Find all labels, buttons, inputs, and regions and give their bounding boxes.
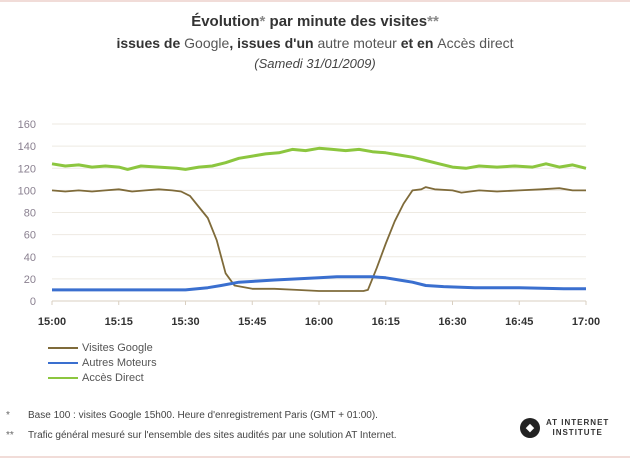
footnotes: * Base 100 : visites Google 15h00. Heure … xyxy=(6,405,397,445)
x-tick-label: 16:30 xyxy=(438,316,466,328)
legend-label: Accès Direct xyxy=(82,371,144,384)
x-tick-label: 17:00 xyxy=(572,316,600,328)
x-tick-label: 15:45 xyxy=(238,316,266,328)
legend-item: Autres Moteurs xyxy=(48,355,157,370)
series-line-acc-s-direct xyxy=(51,146,587,171)
x-tick-label: 16:15 xyxy=(372,316,400,328)
series-line-visites-google xyxy=(51,186,586,292)
chart-frame xyxy=(0,0,630,458)
y-tick-label: 120 xyxy=(18,163,36,175)
y-tick-label: 40 xyxy=(24,252,36,264)
at-internet-logo: ◆ AT INTERNET INSTITUTE xyxy=(520,418,609,438)
x-tick-label: 15:30 xyxy=(171,316,199,328)
legend-swatch xyxy=(48,376,78,379)
x-tick-label: 15:15 xyxy=(105,316,133,328)
legend-item: Accès Direct xyxy=(48,370,157,385)
legend-label: Visites Google xyxy=(82,341,153,354)
y-tick-label: 80 xyxy=(24,208,36,220)
chart-title-line2: issues de Google, issues d'un autre mote… xyxy=(116,35,514,51)
y-tick-label: 60 xyxy=(24,230,36,242)
y-tick-label: 140 xyxy=(18,141,36,153)
logo-icon: ◆ xyxy=(520,418,540,438)
y-tick-label: 160 xyxy=(18,119,36,131)
chart-legend: Visites Google Autres Moteurs Accès Direct xyxy=(48,340,157,385)
chart-title-line1: Évolution* par minute des visites** xyxy=(191,13,439,30)
legend-label: Autres Moteurs xyxy=(82,356,157,369)
legend-swatch xyxy=(48,346,78,349)
legend-item: Visites Google xyxy=(48,340,157,355)
footnote-2: ** Trafic général mesuré sur l'ensemble d… xyxy=(6,429,397,441)
x-tick-label: 16:00 xyxy=(305,316,333,328)
x-tick-label: 16:45 xyxy=(505,316,533,328)
y-tick-label: 100 xyxy=(18,185,36,197)
series-line-autres-moteurs xyxy=(52,275,586,292)
chart-subtitle-date: (Samedi 31/01/2009) xyxy=(254,56,376,71)
y-tick-label: 20 xyxy=(24,274,36,286)
footnote-1: * Base 100 : visites Google 15h00. Heure … xyxy=(6,409,378,421)
y-tick-label: 0 xyxy=(30,296,36,308)
legend-swatch xyxy=(48,361,78,364)
x-tick-label: 15:00 xyxy=(38,316,66,328)
